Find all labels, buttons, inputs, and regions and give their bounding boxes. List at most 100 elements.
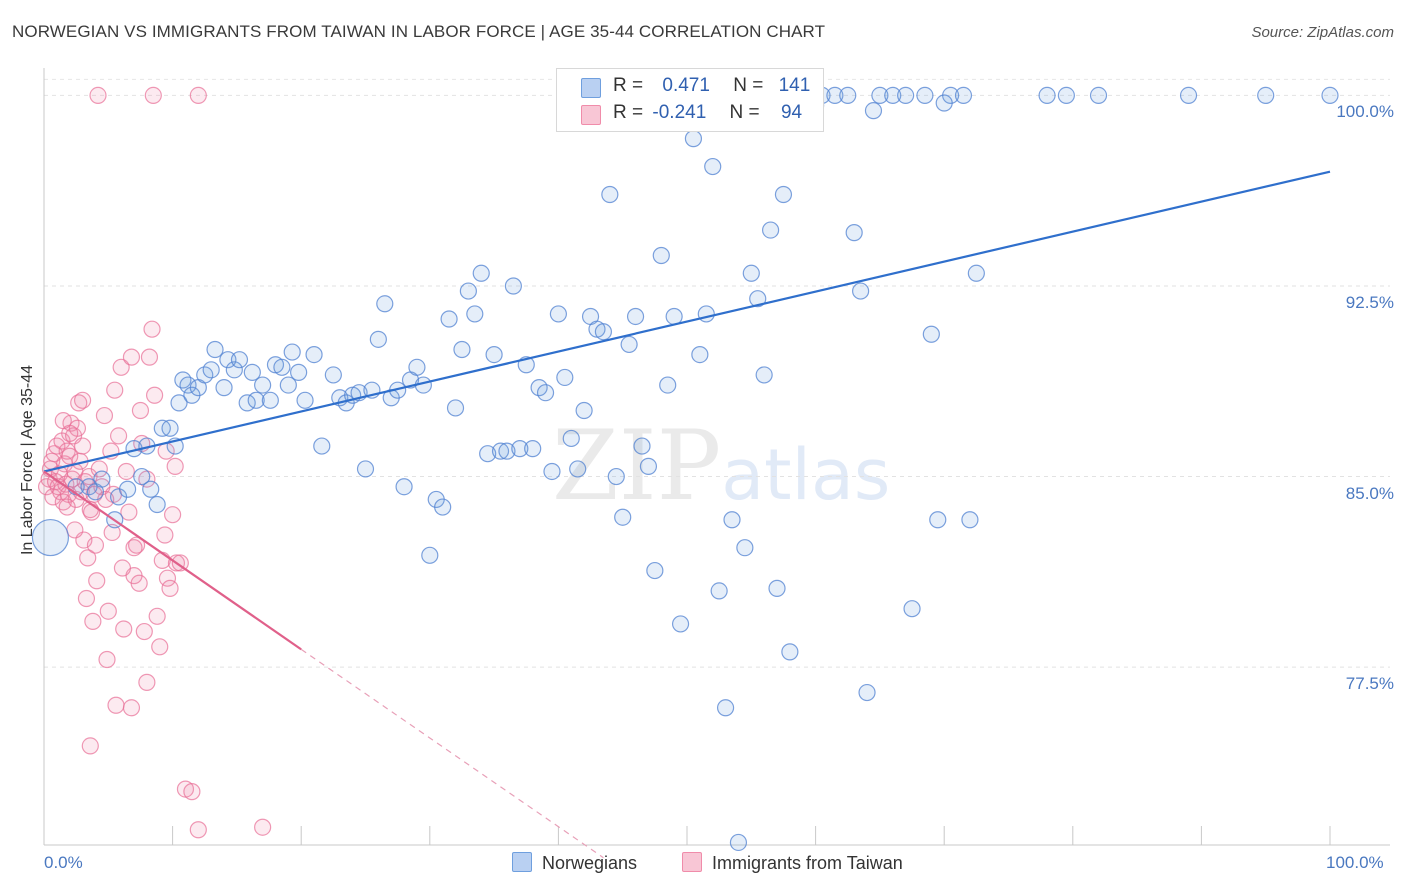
- taiwan-point: [122, 348, 141, 366]
- taiwan-point: [171, 554, 189, 572]
- norwegians-point: [466, 305, 484, 323]
- taiwan-point: [158, 569, 177, 587]
- taiwan-point: [109, 427, 128, 445]
- norwegians-point: [206, 340, 224, 359]
- watermark: ZIPatlas: [552, 410, 890, 522]
- taiwan-point: [120, 503, 138, 521]
- norwegians-point: [472, 264, 490, 282]
- norwegians-point: [961, 511, 979, 529]
- norwegians-point: [716, 699, 735, 717]
- norwegians-point: [781, 643, 799, 661]
- norwegians-point: [729, 833, 748, 852]
- taiwan-point: [148, 607, 166, 625]
- taiwan-point: [254, 818, 272, 836]
- norwegians-point: [639, 457, 658, 475]
- norwegians-point: [671, 615, 690, 633]
- x-tick-label-max: 100.0%: [1326, 853, 1384, 872]
- taiwan-point: [117, 462, 135, 481]
- norwegians-point: [659, 376, 677, 394]
- watermark-zip: ZIP: [552, 410, 722, 522]
- legend-n-value: 141: [778, 75, 811, 96]
- norwegians-point: [562, 429, 580, 448]
- bottom-legend-swatch-blue: [512, 852, 532, 872]
- taiwan-point: [122, 699, 141, 717]
- norwegians-point: [845, 224, 863, 242]
- norwegians-point: [296, 391, 314, 409]
- norwegians-point: [826, 86, 844, 105]
- legend-r-label: R =: [613, 75, 644, 96]
- taiwan-point: [88, 572, 106, 590]
- norwegians-point: [549, 305, 568, 323]
- taiwan-point: [66, 521, 84, 539]
- norwegians-point: [376, 295, 394, 313]
- norwegians-point: [1321, 86, 1339, 105]
- norwegians-point: [491, 442, 510, 460]
- norwegians-point: [511, 440, 529, 458]
- norwegians-point: [434, 498, 452, 516]
- taiwan-point: [151, 638, 169, 656]
- norwegians-point: [922, 325, 940, 343]
- norwegians-point: [459, 282, 477, 300]
- x-tick-label-min: 0.0%: [44, 853, 83, 872]
- taiwan-point: [106, 381, 124, 399]
- taiwan-point: [99, 602, 117, 620]
- norwegians-point: [118, 480, 137, 498]
- norwegians-point: [133, 467, 151, 486]
- norwegians-point: [755, 366, 773, 384]
- norwegians-point: [247, 391, 265, 409]
- norwegians-point: [261, 391, 279, 409]
- norwegians-point: [633, 437, 651, 455]
- norwegians-point: [929, 511, 947, 529]
- norwegians-point: [243, 363, 261, 381]
- series-norwegians-points: [31, 86, 1339, 852]
- norwegians-point: [697, 305, 715, 323]
- taiwan-point: [189, 86, 207, 105]
- norwegians-point: [761, 221, 780, 239]
- legend: R = 0.471 N = 141 R = -0.241 N = 94: [556, 68, 824, 132]
- norwegians-point: [620, 335, 638, 354]
- norwegians-point: [864, 102, 883, 120]
- norwegians-point: [594, 323, 613, 341]
- taiwan-point: [156, 526, 174, 544]
- legend-r-value: 0.471: [662, 75, 710, 96]
- y-tick-label: 92.5%: [1345, 292, 1394, 312]
- norwegians-point: [1089, 86, 1108, 105]
- taiwan-point: [112, 358, 130, 376]
- norwegians-point: [215, 379, 233, 397]
- norwegians-trend-line: [43, 170, 1331, 473]
- series-taiwan-points: [37, 86, 272, 839]
- norwegians-point: [646, 561, 664, 580]
- norwegians-point: [954, 86, 973, 105]
- norwegians-point: [884, 86, 902, 105]
- source-label: Source: ZipAtlas.com: [1251, 24, 1394, 41]
- norwegians-point: [408, 358, 426, 376]
- taiwan-point: [125, 539, 143, 557]
- norwegians-point: [575, 401, 593, 420]
- norwegians-point: [283, 343, 301, 361]
- norwegians-point: [485, 345, 503, 364]
- bottom-legend-taiwan: Immigrants from Taiwan: [682, 852, 903, 874]
- legend-swatch-pink: [581, 105, 601, 125]
- norwegians-point: [225, 361, 243, 379]
- norwegians-point: [479, 445, 497, 463]
- norwegians-point: [601, 185, 619, 204]
- norwegians-point: [31, 518, 70, 557]
- norwegians-point: [1179, 86, 1198, 105]
- norwegians-point: [903, 600, 921, 618]
- taiwan-point: [89, 86, 107, 105]
- norwegians-point: [607, 467, 625, 486]
- y-tick-label: 100.0%: [1336, 102, 1394, 122]
- norwegians-point: [543, 462, 561, 481]
- norwegians-point: [440, 310, 458, 328]
- taiwan-point: [95, 406, 114, 425]
- norwegians-point: [290, 363, 308, 381]
- norwegians-point: [871, 86, 889, 105]
- taiwan-point: [77, 589, 96, 608]
- legend-n-label: N =: [733, 75, 764, 96]
- norwegians-point: [614, 508, 632, 526]
- bottom-legend-norwegians: Norwegians: [512, 852, 637, 874]
- taiwan-point: [79, 549, 97, 567]
- norwegians-point: [170, 394, 188, 412]
- taiwan-point: [189, 821, 207, 839]
